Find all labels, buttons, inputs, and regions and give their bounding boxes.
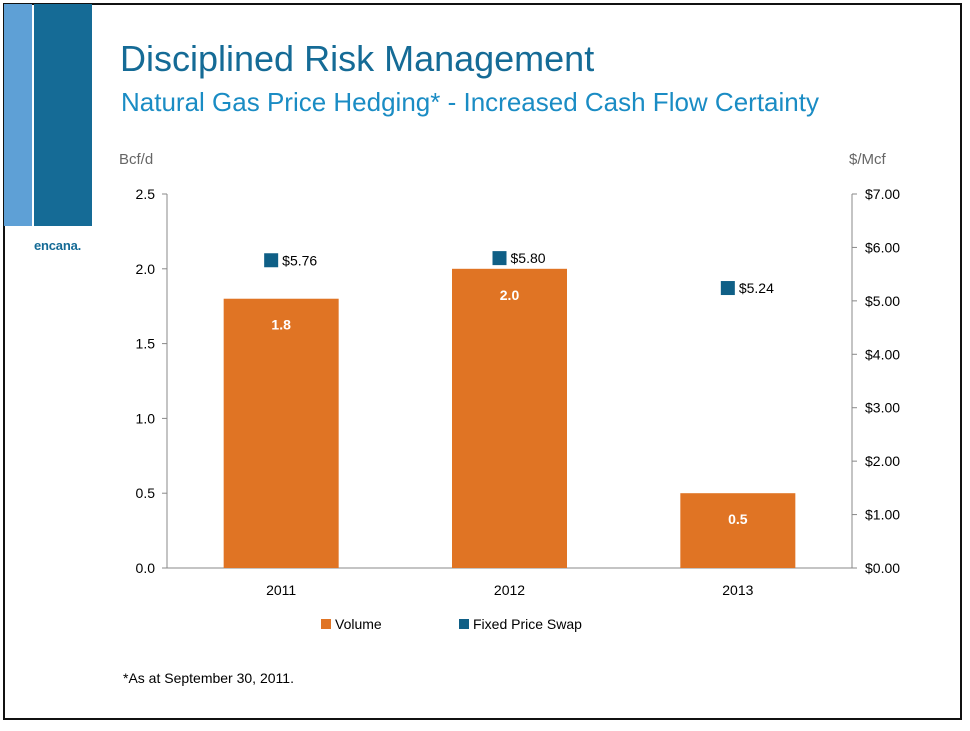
- right-axis-tick-label: $3.00: [865, 400, 900, 416]
- swap-marker-label: $5.80: [511, 250, 546, 266]
- right-axis-tick-label: $0.00: [865, 560, 900, 576]
- right-axis-tick-label: $7.00: [865, 186, 900, 202]
- left-axis-unit-label: Bcf/d: [119, 151, 154, 168]
- left-axis-tick-label: 1.5: [136, 336, 156, 352]
- swap-marker: [492, 251, 507, 266]
- legend-swatch-swap: [459, 619, 469, 629]
- left-axis-tick-label: 0.5: [136, 485, 156, 501]
- right-axis-tick-label: $4.00: [865, 346, 900, 362]
- volume-bar-label: 2.0: [500, 287, 520, 303]
- brand-stripe-dark: [34, 4, 92, 226]
- left-axis-tick-label: 0.0: [136, 560, 156, 576]
- encana-logo: encana.: [34, 238, 82, 253]
- right-axis-unit-label: $/Mcf: [849, 151, 886, 168]
- swap-marker-label: $5.24: [739, 280, 774, 296]
- swap-marker: [720, 281, 735, 296]
- footnote: *As at September 30, 2011.: [123, 670, 294, 686]
- right-axis-tick-label: $1.00: [865, 507, 900, 523]
- x-axis-tick-label: 2012: [494, 582, 525, 598]
- volume-bar-label: 1.8: [271, 317, 291, 333]
- left-axis-tick-label: 1.0: [136, 410, 156, 426]
- left-axis-tick-label: 2.0: [136, 261, 156, 277]
- volume-bar: [680, 493, 796, 568]
- swap-marker: [264, 253, 279, 268]
- page-subtitle: Natural Gas Price Hedging* - Increased C…: [121, 87, 819, 117]
- x-axis-tick-label: 2011: [266, 582, 296, 598]
- legend-label-swap: Fixed Price Swap: [473, 616, 582, 632]
- page-title: Disciplined Risk Management: [120, 38, 595, 79]
- x-axis-tick-label: 2013: [722, 582, 753, 598]
- volume-bar-label: 0.5: [728, 511, 748, 527]
- volume-bar: [452, 268, 567, 568]
- brand-stripe-light: [4, 4, 32, 226]
- legend-label-volume: Volume: [335, 616, 382, 632]
- legend-item-swap: Fixed Price Swap: [459, 615, 582, 633]
- right-axis-tick-label: $2.00: [865, 453, 900, 469]
- swap-marker-label: $5.76: [282, 252, 317, 268]
- legend-item-volume: Volume: [321, 615, 382, 633]
- right-axis-tick-label: $5.00: [865, 293, 900, 309]
- volume-bar: [223, 298, 339, 568]
- legend-swatch-volume: [321, 619, 331, 629]
- right-axis-tick-label: $6.00: [865, 239, 900, 255]
- left-axis-tick-label: 2.5: [136, 186, 156, 202]
